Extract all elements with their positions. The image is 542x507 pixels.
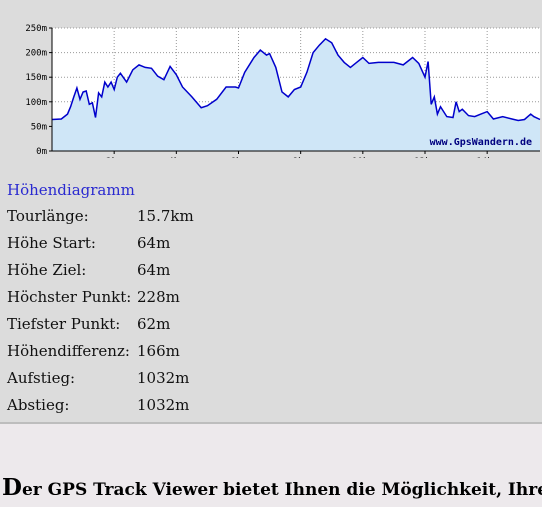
elevation-area bbox=[52, 38, 540, 151]
stat-row-lowest: Tiefster Punkt: 62m bbox=[7, 315, 307, 342]
stat-value: 166m bbox=[137, 342, 180, 360]
stat-value: 15.7km bbox=[137, 207, 194, 225]
x-tick-label: 12km bbox=[414, 157, 436, 158]
y-tick-label: 0m bbox=[36, 147, 47, 157]
x-tick-label: 6km bbox=[230, 157, 246, 158]
stat-row-highest: Höchster Punkt: 228m bbox=[7, 288, 307, 315]
stat-label: Höchster Punkt: bbox=[7, 288, 132, 306]
stat-label: Abstieg: bbox=[7, 396, 70, 414]
y-tick-label: 50m bbox=[31, 122, 47, 132]
stat-value: 228m bbox=[137, 288, 180, 306]
y-tick-label: 150m bbox=[25, 73, 47, 83]
stat-value: 62m bbox=[137, 315, 171, 333]
elevation-chart: 0m 50m 100m 150m 200m 250m 2km 4km 6km 8km 10km 12k… bbox=[25, 24, 541, 158]
stat-value: 64m bbox=[137, 234, 171, 252]
stat-value: 1032m bbox=[137, 396, 190, 414]
intro-initial: D bbox=[2, 474, 22, 501]
x-tick-label: 8km bbox=[293, 157, 309, 158]
stat-row-start: Höhe Start: 64m bbox=[7, 234, 307, 261]
watermark-text: www.GpsWandern.de bbox=[430, 137, 532, 148]
x-tick-label: 10km bbox=[352, 157, 374, 158]
stat-row-descent: Abstieg: 1032m bbox=[7, 396, 307, 423]
stat-label: Höhe Ziel: bbox=[7, 261, 87, 279]
stat-label: Tiefster Punkt: bbox=[7, 315, 121, 333]
y-tick-label: 250m bbox=[25, 24, 47, 34]
stat-row-length: Tourlänge: 15.7km bbox=[7, 207, 307, 234]
y-tick-label: 200m bbox=[25, 49, 47, 59]
stat-label: Tourlänge: bbox=[7, 207, 89, 225]
y-tick-label: 100m bbox=[25, 98, 47, 108]
stat-label: Höhendifferenz: bbox=[7, 342, 130, 360]
elevation-panel: 0m 50m 100m 150m 200m 250m 2km 4km 6km 8km 10km 12k… bbox=[0, 0, 542, 422]
stat-value: 1032m bbox=[137, 369, 190, 387]
stat-row-ascent: Aufstieg: 1032m bbox=[7, 369, 307, 396]
stats-title: Höhendiagramm bbox=[7, 181, 135, 199]
stat-label: Aufstieg: bbox=[7, 369, 76, 387]
stat-value: 64m bbox=[137, 261, 171, 279]
intro-text: Der GPS Track Viewer bietet Ihnen die Mö… bbox=[2, 474, 542, 501]
x-tick-label: 14km bbox=[476, 157, 498, 158]
stats-table: Tourlänge: 15.7km Höhe Start: 64m Höhe Z… bbox=[7, 207, 307, 423]
section-divider bbox=[0, 422, 542, 424]
x-tick-label: 4km bbox=[168, 157, 184, 158]
x-tick-label: 2km bbox=[106, 157, 122, 158]
stat-row-end: Höhe Ziel: 64m bbox=[7, 261, 307, 288]
elevation-line bbox=[51, 37, 541, 122]
intro-text-body: er GPS Track Viewer bietet Ihnen die Mög… bbox=[21, 480, 542, 500]
stat-label: Höhe Start: bbox=[7, 234, 96, 252]
stat-row-difference: Höhendifferenz: 166m bbox=[7, 342, 307, 369]
